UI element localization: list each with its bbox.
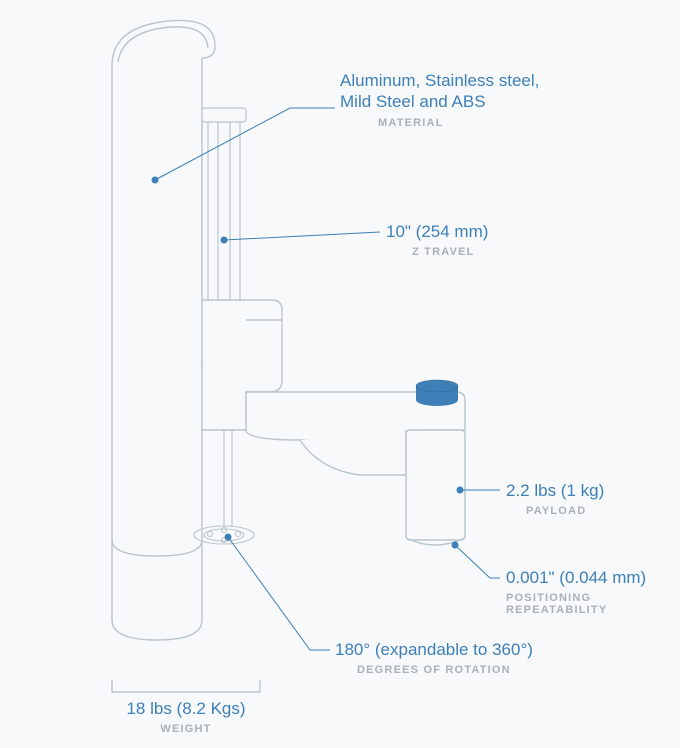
weight-label: WEIGHT: [112, 723, 260, 735]
material-label: MATERIAL: [378, 117, 600, 129]
callout-repeatability: 0.001" (0.044 mm) POSITIONING REPEATABIL…: [506, 567, 680, 616]
callout-payload: 2.2 lbs (1 kg) PAYLOAD: [506, 480, 604, 517]
ztravel-label: Z TRAVEL: [412, 246, 488, 258]
callout-rotation: 180° (expandable to 360°) DEGREES OF ROT…: [335, 639, 533, 676]
callout-weight: 18 lbs (8.2 Kgs) WEIGHT: [112, 698, 260, 735]
repeatability-value: 0.001" (0.044 mm): [506, 567, 680, 588]
material-value-line1: Aluminum, Stainless steel,: [340, 70, 600, 91]
payload-label: PAYLOAD: [526, 505, 604, 517]
callout-ztravel: 10" (254 mm) Z TRAVEL: [386, 221, 488, 258]
rotation-value: 180° (expandable to 360°): [335, 639, 533, 660]
ztravel-value: 10" (254 mm): [386, 221, 488, 242]
repeatability-label: POSITIONING REPEATABILITY: [506, 592, 680, 616]
callout-material: Aluminum, Stainless steel, Mild Steel an…: [340, 70, 600, 129]
payload-value: 2.2 lbs (1 kg): [506, 480, 604, 501]
material-value-line2: Mild Steel and ABS: [340, 91, 600, 112]
rotation-label: DEGREES OF ROTATION: [357, 664, 533, 676]
weight-value: 18 lbs (8.2 Kgs): [112, 698, 260, 719]
end-effector-cap-icon: [416, 380, 458, 406]
